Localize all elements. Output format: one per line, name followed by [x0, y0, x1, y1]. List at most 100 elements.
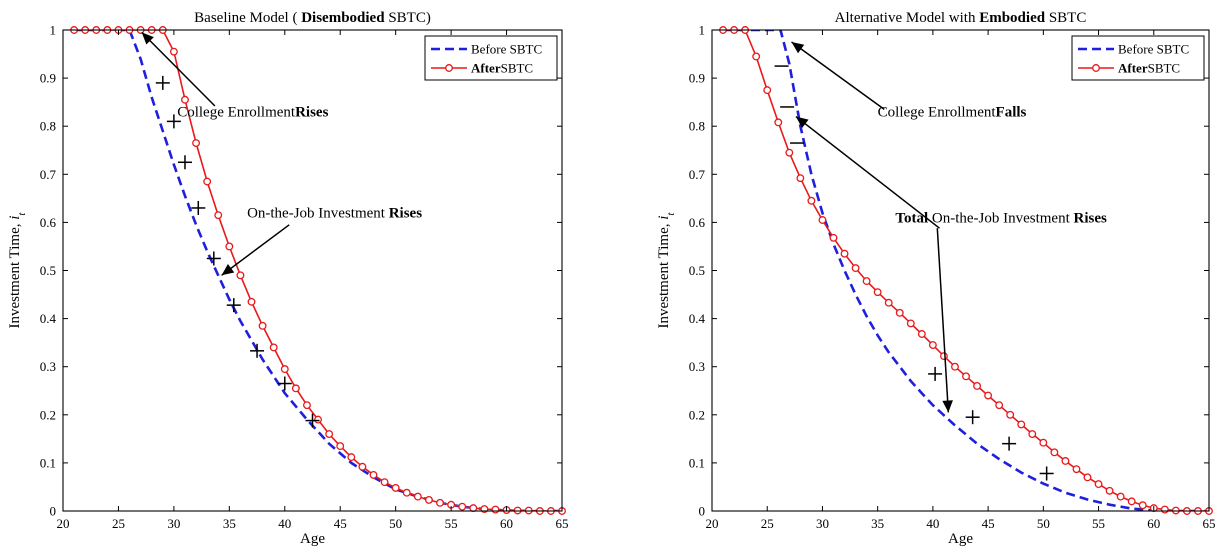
- data-point: [391, 483, 400, 492]
- data-point: [214, 211, 223, 220]
- text-part: Before SBTC: [471, 42, 542, 57]
- text-part: t: [16, 212, 28, 216]
- data-point: [752, 52, 761, 61]
- data-point: [917, 330, 926, 338]
- y-axis-label: Investment Time, it: [7, 212, 28, 329]
- data-point: [807, 196, 816, 205]
- data-point: [192, 139, 201, 147]
- y-tick-label: 1: [50, 23, 57, 38]
- data-point: [347, 453, 356, 462]
- y-tick-label: 0: [50, 504, 57, 519]
- series-line-1: [723, 30, 1209, 511]
- text-part: Rises: [389, 206, 422, 222]
- annotation-arrow-head: [791, 42, 805, 54]
- data-point: [203, 177, 212, 186]
- text-part: College Enrollment: [177, 105, 296, 121]
- legend-box: [424, 35, 558, 81]
- data-point: [973, 381, 982, 390]
- plus-marker: [1039, 466, 1054, 481]
- y-tick-label: 0.5: [689, 263, 705, 278]
- data-point: [829, 233, 838, 242]
- plus-marker: [928, 366, 943, 381]
- data-point: [1127, 497, 1136, 506]
- plus-marker: [1002, 436, 1017, 451]
- data-point: [358, 462, 367, 471]
- text-part: Total: [895, 210, 928, 226]
- annotation-arrow-head: [221, 263, 235, 276]
- data-point: [247, 297, 256, 306]
- chart-panel-2: Alternative Model with Embodied SBTC Coll…: [656, 10, 1216, 547]
- annotation-arrow: [791, 41, 885, 110]
- legend: Before SBTC AfterSBTC: [424, 35, 558, 81]
- annotation-arrow: [221, 224, 290, 276]
- annotation-arrow-head: [942, 400, 953, 413]
- legend-label: Before SBTC: [1118, 42, 1189, 57]
- x-tick-label: 20: [706, 516, 719, 531]
- text-part: Before SBTC: [1118, 42, 1189, 57]
- data-point: [1050, 448, 1059, 457]
- data-point: [884, 298, 893, 307]
- data-point: [236, 271, 245, 280]
- series-line-2: [74, 30, 562, 511]
- data-point: [895, 308, 904, 317]
- x-tick-label: 50: [1037, 516, 1050, 531]
- plus-marker: [206, 251, 221, 266]
- series-line-1: [74, 30, 562, 511]
- data-point: [1017, 420, 1026, 429]
- data-point: [763, 86, 772, 95]
- text-part: Investment Time,: [656, 220, 672, 329]
- plus-marker: [191, 200, 206, 215]
- data-point: [325, 430, 334, 438]
- data-point: [995, 401, 1004, 410]
- text-part: Baseline Model (: [194, 10, 301, 26]
- data-point: [1105, 486, 1114, 495]
- data-point: [1006, 410, 1015, 419]
- plus-marker: [965, 410, 980, 425]
- annotation-text: Total On-the-Job Investment Rises: [895, 210, 1107, 226]
- data-point: [796, 174, 805, 183]
- data-point: [181, 95, 189, 104]
- x-tick-label: 35: [223, 516, 236, 531]
- y-tick-label: 0.4: [689, 311, 706, 326]
- x-tick-label: 60: [1147, 516, 1160, 531]
- annotation-arrow-head: [795, 116, 809, 129]
- text-part: Disembodied: [301, 10, 385, 26]
- plus-marker: [250, 343, 265, 358]
- data-point: [862, 277, 871, 286]
- legend: Before SBTC AfterSBTC: [1071, 35, 1205, 81]
- plus-marker: [305, 413, 320, 428]
- annotation-arrow: [936, 228, 950, 413]
- data-point: [413, 492, 422, 501]
- plus-marker: [155, 75, 170, 90]
- y-tick-label: 1: [699, 23, 706, 38]
- data-point: [984, 391, 993, 400]
- data-point: [1039, 438, 1048, 447]
- x-tick-label: 30: [167, 516, 180, 531]
- x-tick-label: 50: [389, 516, 402, 531]
- x-tick-label: 65: [556, 516, 569, 531]
- text-part: After: [1118, 61, 1148, 76]
- y-tick-label: 0.9: [40, 71, 56, 86]
- y-tick-label: 0: [699, 504, 706, 519]
- data-point: [369, 470, 378, 479]
- text-part: SBTC: [1148, 61, 1181, 76]
- y-tick-label: 0.8: [689, 119, 705, 134]
- x-tick-label: 45: [334, 516, 347, 531]
- text-part: SBTC): [385, 10, 431, 26]
- data-point: [906, 319, 915, 328]
- text-part: Rises: [1074, 210, 1107, 226]
- y-tick-label: 0.6: [689, 215, 706, 230]
- legend-label: AfterSBTC: [1118, 61, 1180, 76]
- annotation-text: On-the-Job Investment Rises: [247, 206, 422, 222]
- x-tick-label: 20: [57, 516, 70, 531]
- data-point: [939, 352, 948, 361]
- annotation-arrow-head: [141, 32, 154, 45]
- data-point: [303, 401, 311, 410]
- text-part: On-the-Job Investment: [247, 206, 389, 222]
- data-point: [258, 321, 267, 330]
- annotation-arrow: [795, 115, 940, 229]
- data-point: [336, 442, 345, 451]
- x-axis-label: Age: [300, 531, 325, 547]
- x-tick-label: 45: [982, 516, 995, 531]
- text-part: College Enrollment: [878, 105, 997, 121]
